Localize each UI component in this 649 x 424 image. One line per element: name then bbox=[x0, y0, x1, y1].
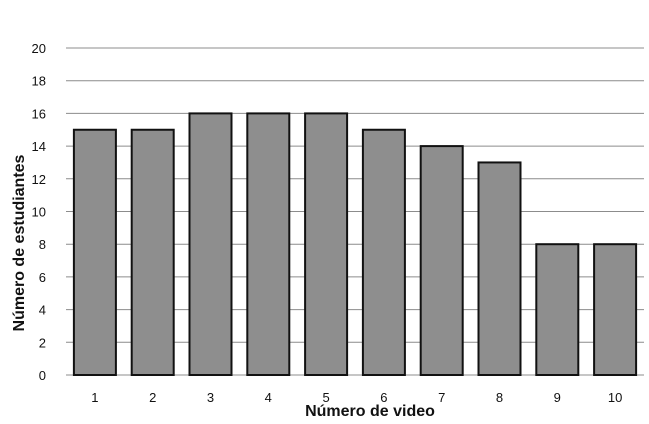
y-axis-title: Número de estudiantes bbox=[11, 154, 28, 331]
x-tick-label: 3 bbox=[207, 390, 214, 405]
y-tick-label: 14 bbox=[32, 139, 46, 154]
y-tick-label: 20 bbox=[32, 41, 46, 56]
bar-5 bbox=[304, 112, 349, 377]
y-tick-label: 0 bbox=[39, 368, 46, 383]
bar-4 bbox=[246, 112, 291, 377]
x-axis-ticks: 1 2 3 4 5 6 7 8 9 10 bbox=[91, 390, 622, 405]
x-tick-label: 4 bbox=[265, 390, 272, 405]
bar-8 bbox=[477, 161, 522, 376]
bar-3 bbox=[188, 112, 233, 377]
y-tick-label: 12 bbox=[32, 172, 46, 187]
bar-2 bbox=[130, 128, 175, 376]
x-tick-label: 5 bbox=[322, 390, 329, 405]
bar-7 bbox=[419, 145, 464, 376]
x-tick-label: 9 bbox=[554, 390, 561, 405]
y-tick-label: 8 bbox=[39, 237, 46, 252]
y-tick-label: 2 bbox=[39, 335, 46, 350]
x-tick-label: 2 bbox=[149, 390, 156, 405]
y-tick-label: 16 bbox=[32, 106, 46, 121]
bar-10 bbox=[593, 243, 638, 376]
bar-6 bbox=[361, 128, 406, 376]
bar-1 bbox=[72, 128, 117, 376]
y-tick-label: 6 bbox=[39, 270, 46, 285]
y-tick-label: 18 bbox=[32, 74, 46, 89]
y-tick-label: 4 bbox=[39, 303, 46, 318]
bars bbox=[72, 112, 638, 377]
x-tick-label: 7 bbox=[438, 390, 445, 405]
x-tick-label: 6 bbox=[380, 390, 387, 405]
x-axis-title: Número de video bbox=[305, 403, 435, 420]
y-tick-label: 10 bbox=[32, 205, 46, 220]
x-tick-label: 10 bbox=[608, 390, 622, 405]
y-axis-ticks: 0 2 4 6 8 10 12 14 16 18 20 bbox=[32, 41, 46, 383]
bar-9 bbox=[535, 243, 580, 376]
x-tick-label: 1 bbox=[91, 390, 98, 405]
x-tick-label: 8 bbox=[496, 390, 503, 405]
